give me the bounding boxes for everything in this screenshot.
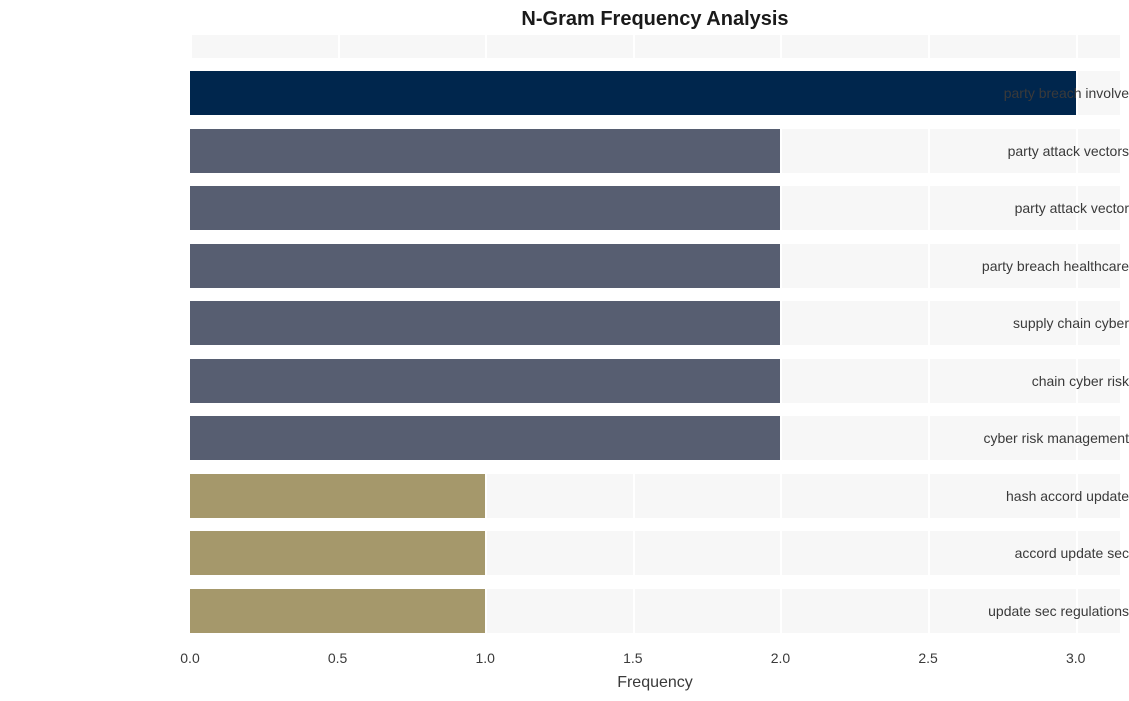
bar — [190, 301, 780, 345]
grid-band — [190, 58, 1120, 72]
bar — [190, 416, 780, 460]
grid-band — [190, 403, 1120, 417]
y-tick-label: party attack vector — [947, 200, 1129, 216]
grid-band — [190, 288, 1120, 302]
grid-band — [190, 575, 1120, 589]
y-tick-label: chain cyber risk — [947, 373, 1129, 389]
bar — [190, 186, 780, 230]
grid-band — [190, 460, 1120, 474]
grid-band — [190, 115, 1120, 129]
x-tick-label: 1.0 — [476, 650, 495, 666]
grid-band — [190, 518, 1120, 532]
grid-line — [928, 35, 930, 640]
grid-band — [190, 633, 1120, 641]
y-tick-label: cyber risk management — [947, 430, 1129, 446]
y-tick-label: update sec regulations — [947, 603, 1129, 619]
y-tick-label: party breach healthcare — [947, 258, 1129, 274]
grid-line — [780, 35, 782, 640]
x-tick-label: 3.0 — [1066, 650, 1085, 666]
grid-band — [190, 173, 1120, 187]
bar — [190, 244, 780, 288]
bar — [190, 359, 780, 403]
bar — [190, 531, 485, 575]
bar — [190, 474, 485, 518]
y-tick-label: accord update sec — [947, 545, 1129, 561]
bar — [190, 71, 1076, 115]
y-tick-label: supply chain cyber — [947, 315, 1129, 331]
y-tick-label: hash accord update — [947, 488, 1129, 504]
y-tick-label: party attack vectors — [947, 143, 1129, 159]
grid-band — [190, 345, 1120, 359]
bar — [190, 589, 485, 633]
x-tick-label: 2.0 — [771, 650, 790, 666]
x-tick-label: 2.5 — [918, 650, 937, 666]
y-tick-label: party breach involve — [947, 85, 1129, 101]
chart-title: N-Gram Frequency Analysis — [190, 8, 1120, 31]
ngram-frequency-chart: N-Gram Frequency Analysis Frequency 0.0 0… — [0, 0, 1129, 701]
x-tick-label: 0.5 — [328, 650, 347, 666]
bar — [190, 129, 780, 173]
x-tick-label: 0.0 — [180, 650, 199, 666]
x-axis-label: Frequency — [190, 674, 1120, 692]
grid-band — [190, 230, 1120, 244]
x-tick-label: 1.5 — [623, 650, 642, 666]
